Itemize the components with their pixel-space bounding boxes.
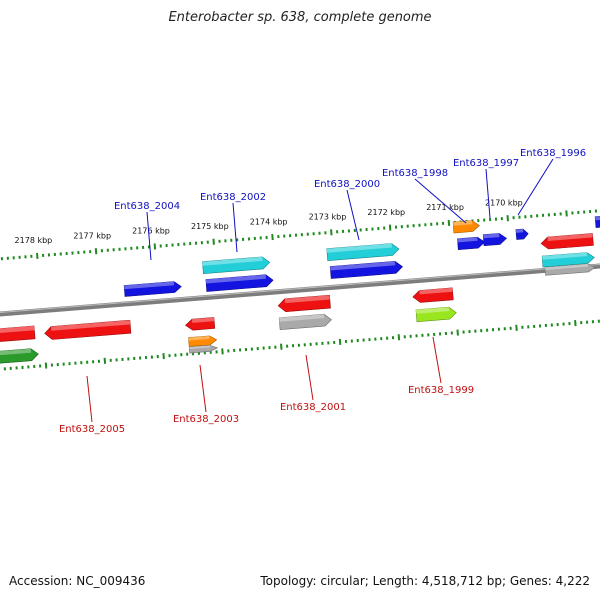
label-leader-line xyxy=(485,168,491,219)
gene-arrow-2002a[interactable] xyxy=(202,256,271,275)
gene-label-top[interactable]: Ent638_1996 xyxy=(520,148,586,159)
gene-arrow-1996[interactable] xyxy=(515,228,529,240)
genome-backbone xyxy=(0,263,600,317)
tick-label: 2170 kbp xyxy=(485,198,523,207)
gene-arrow-edge[interactable] xyxy=(594,215,600,228)
label-leader-line xyxy=(432,336,442,384)
tick-label: 2173 kbp xyxy=(309,213,347,222)
gene-arrow-2003c[interactable] xyxy=(188,345,219,354)
gene-label-top[interactable]: Ent638_2000 xyxy=(314,179,380,190)
gene-arrow-1999a[interactable] xyxy=(412,287,454,303)
gene-label-top[interactable]: Ent638_2002 xyxy=(200,192,266,203)
label-leader-line xyxy=(86,375,93,423)
gene-arrow-2003b[interactable] xyxy=(188,335,218,347)
tick-label: 2174 kbp xyxy=(250,217,288,226)
tick-label: 2172 kbp xyxy=(367,208,405,217)
gene-arrow-2000a[interactable] xyxy=(326,243,400,262)
gene-arrow-2004[interactable] xyxy=(123,281,182,297)
tick-label: 2176 kbp xyxy=(132,227,170,236)
gene-arrow-1999b[interactable] xyxy=(415,306,457,323)
gene-arrow-2001a[interactable] xyxy=(277,294,331,313)
gene-label-bottom[interactable]: Ent638_1999 xyxy=(408,385,474,396)
gene-arrow-1998a[interactable] xyxy=(452,220,480,234)
tick-label: 2175 kbp xyxy=(191,222,229,231)
tick-label: 2171 kbp xyxy=(426,203,464,212)
gene-label-bottom[interactable]: Ent638_2001 xyxy=(280,402,346,413)
gene-arrow-1997[interactable] xyxy=(482,233,507,247)
topology-text: Topology: circular; Length: 4,518,712 bp… xyxy=(260,574,590,588)
accession-text: Accession: NC_009436 xyxy=(9,574,146,588)
tick-label: 2177 kbp xyxy=(73,231,111,240)
gene-arrow-gray-right[interactable] xyxy=(544,263,596,276)
label-leader-line xyxy=(414,178,467,224)
gene-arrow-red-left[interactable] xyxy=(0,325,36,344)
label-leader-line xyxy=(199,364,207,413)
gene-arrow-2005[interactable] xyxy=(44,319,132,340)
gene-label-top[interactable]: Ent638_2004 xyxy=(114,201,180,212)
gene-arrow-2002b[interactable] xyxy=(205,274,274,292)
gene-arrow-1998b[interactable] xyxy=(457,236,486,251)
map-title: Enterobacter sp. 638, complete genome xyxy=(168,10,432,25)
label-leader-line xyxy=(517,158,554,216)
gene-label-bottom[interactable]: Ent638_2003 xyxy=(173,414,239,425)
label-leader-line xyxy=(305,354,314,401)
gene-label-bottom[interactable]: Ent638_2005 xyxy=(59,424,125,435)
gene-arrow-2001b[interactable] xyxy=(278,313,332,331)
gene-arrow-green-left[interactable] xyxy=(0,348,39,366)
gene-features xyxy=(0,215,600,366)
kbp-ticks: 2178 kbp 2177 kbp 2176 kbp 2175 kbp 2174 kbp… xyxy=(0,198,600,371)
backbone-line xyxy=(0,263,600,317)
gene-labels: Ent638_2004Ent638_2002Ent638_2000Ent638_… xyxy=(59,148,586,435)
gene-arrow-cyan-right[interactable] xyxy=(541,252,595,268)
label-leader-line xyxy=(346,189,360,241)
label-leader-line xyxy=(146,211,152,261)
gene-arrow-2000b[interactable] xyxy=(329,260,403,279)
gene-label-top[interactable]: Ent638_1998 xyxy=(382,168,448,179)
label-leader-line xyxy=(232,202,238,253)
gene-label-top[interactable]: Ent638_1997 xyxy=(453,158,519,169)
tick-label: 2178 kbp xyxy=(15,236,53,245)
backbone-highlight xyxy=(0,263,600,314)
gene-arrow-2003a[interactable] xyxy=(185,317,216,331)
gene-arrow-red-right[interactable] xyxy=(540,233,594,250)
